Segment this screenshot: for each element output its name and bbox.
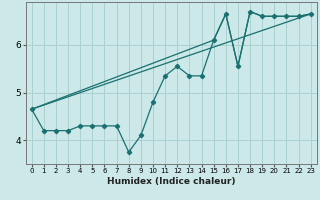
X-axis label: Humidex (Indice chaleur): Humidex (Indice chaleur): [107, 177, 236, 186]
